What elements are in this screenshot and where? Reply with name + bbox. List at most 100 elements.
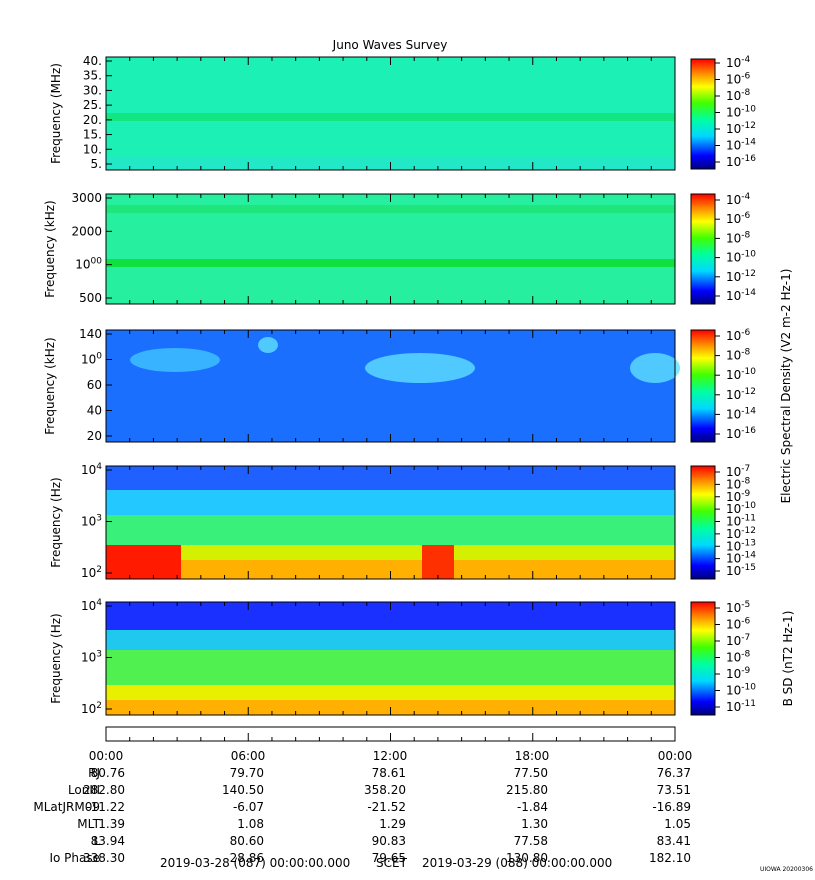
ephemeris-value: 140.50 — [222, 783, 264, 797]
y-tick-label: 25. — [83, 98, 102, 112]
colorbar-tick-label: 10-8 — [726, 348, 751, 363]
ephemeris-label: MLT — [77, 817, 100, 831]
colorbar-tick-label: 10-4 — [726, 55, 751, 70]
y-tick-label: 140 — [79, 327, 102, 341]
y-tick-label: 40 — [87, 404, 102, 418]
ephemeris-row: RJ 80.76 79.70 78.61 77.50 76.37 — [0, 766, 815, 783]
panel-2-band-low — [106, 259, 675, 267]
y-tick-label: 60 — [87, 378, 102, 392]
colorbar-tick-label: 10-6 — [726, 72, 751, 87]
colorbar-tick-label: 10-11 — [726, 699, 756, 714]
ephemeris-value: 73.51 — [656, 783, 691, 797]
y-axis-label: Frequency (Hz) — [49, 613, 63, 704]
ephemeris-value: -6.07 — [232, 800, 264, 814]
ephemeris-value: 76.37 — [656, 766, 691, 780]
ephemeris-value: 182.10 — [649, 851, 691, 865]
y-tick-label: 102 — [81, 565, 102, 580]
y-axis-label: Frequency (kHz) — [43, 200, 57, 297]
y-tick-label: 1000 — [75, 257, 102, 272]
colorbar-tick-label: 10-4 — [726, 192, 751, 207]
y-tick-label: 20. — [83, 113, 102, 127]
colorbar-tick-label: 10-11 — [726, 514, 756, 529]
panel-5-layer-yellow — [106, 685, 675, 700]
colorbar-4 — [690, 465, 716, 580]
colorbar-tick-label: 10-10 — [726, 501, 756, 516]
colorbar-tick-label: 10-14 — [726, 138, 756, 153]
colorbar-tick-label: 10-13 — [726, 538, 756, 553]
colorbars — [690, 58, 716, 716]
footer-end: 2019-03-29 (088) 00:00:00.000 — [422, 856, 613, 870]
y-tick-label: 35. — [83, 69, 102, 83]
y-axis-label: Frequency (Hz) — [49, 477, 63, 568]
colorbar-tick-label: 10-15 — [726, 563, 756, 578]
y-tick-label: 100 — [81, 352, 102, 367]
time-tick-label: 12:00 — [372, 749, 408, 763]
colorbar-5 — [690, 601, 716, 716]
panel-3-emission-2 — [365, 353, 475, 383]
colorbar-tick-label: 10-12 — [726, 526, 756, 541]
y-tick-label: 15. — [83, 128, 102, 142]
ephemeris-value: 1.29 — [379, 817, 406, 831]
colorbar-tick-label: 10-14 — [726, 288, 756, 303]
panel-4-hot-region — [106, 545, 181, 579]
y-axis-label: Frequency (kHz) — [43, 337, 57, 434]
panel-4-layer-cyan — [106, 490, 675, 515]
panel-1-band — [106, 113, 675, 121]
ephemeris-label: Io Phase — [49, 851, 100, 865]
panel-3-emission-4 — [258, 337, 278, 353]
version-stamp: UIOWA 20200306 — [759, 866, 813, 873]
colorbar-1 — [690, 58, 716, 170]
ephemeris-value: 1.05 — [664, 817, 691, 831]
panel-5 — [105, 601, 676, 716]
ephemeris-row: MLT 1.39 1.08 1.29 1.30 1.05 — [0, 817, 815, 834]
y-tick-label: 102 — [81, 701, 102, 716]
ephemeris-row: MLatJRM09 -11.22 -6.07 -21.52 -1.84 -16.89 — [0, 800, 815, 817]
ephemeris-value: 215.80 — [506, 783, 548, 797]
ephemeris-value: 1.30 — [521, 817, 548, 831]
ephemeris-value: -21.52 — [367, 800, 406, 814]
ephemeris-value: 1.08 — [237, 817, 264, 831]
ephemeris-row: L 83.94 80.60 90.83 77.58 83.41 — [0, 834, 815, 851]
ephemeris-label: L — [93, 834, 100, 848]
y-tick-label: 20 — [87, 429, 102, 443]
colorbar-tick-label: 10-10 — [726, 250, 756, 265]
colorbar-tick-label: 10-6 — [726, 328, 751, 343]
ephemeris-value: 77.50 — [513, 766, 548, 780]
ephemeris-value: 83.94 — [90, 834, 125, 848]
colorbar-tick-label: 10-12 — [726, 121, 756, 136]
y-tick-label: 5. — [91, 157, 102, 171]
colorbar-tick-label: 10-8 — [726, 230, 751, 245]
ephemeris-value: 28.86 — [229, 851, 264, 865]
ephemeris-value: 90.83 — [371, 834, 406, 848]
ephemeris-label: RJ — [88, 766, 100, 780]
colorbar-tick-label: 10-10 — [726, 367, 756, 382]
y-tick-label: 10. — [83, 142, 102, 156]
y-tick-label: 3000 — [71, 191, 102, 205]
time-tick-label: 06:00 — [230, 749, 266, 763]
ephemeris-value: 78.61 — [371, 766, 406, 780]
axes-labels: 40.35.30.25.20.15.10.5. Frequency (MHz) 10… — [43, 54, 795, 741]
y-tick-label: 30. — [83, 83, 102, 97]
colorbar-tick-label: 10-9 — [726, 666, 751, 681]
panel-3-emission-3 — [630, 353, 680, 383]
y-tick-label: 104 — [81, 598, 102, 613]
colorbar-tick-label: 10-12 — [726, 269, 756, 284]
panel-2 — [105, 193, 676, 305]
colorbar-tick-label: 10-7 — [726, 464, 750, 479]
colorbar-tick-label: 10-10 — [726, 105, 756, 120]
time-tick-row: 00:00 06:00 12:00 18:00 00:00 — [0, 749, 815, 766]
colorbar-tick-label: 10-6 — [726, 211, 751, 226]
ephemeris-value: 79.65 — [371, 851, 406, 865]
colorbar-tick-label: 10-14 — [726, 551, 756, 566]
colorbar-3 — [690, 329, 716, 443]
ephemeris-value: 130.80 — [506, 851, 548, 865]
colorbar-2 — [690, 193, 716, 305]
colorbar-tick-label: 10-9 — [726, 489, 751, 504]
colorbar-tick-label: 10-8 — [726, 88, 751, 103]
colorbar-tick-label: 10-7 — [726, 633, 750, 648]
colorbar-tick-label: 10-8 — [726, 650, 751, 665]
ephemeris-value: -1.84 — [516, 800, 548, 814]
footer-start: 2019-03-28 (087) 00:00:00.000 — [160, 856, 351, 870]
panel-5-layer-green — [106, 650, 675, 685]
panel-1 — [105, 56, 676, 171]
